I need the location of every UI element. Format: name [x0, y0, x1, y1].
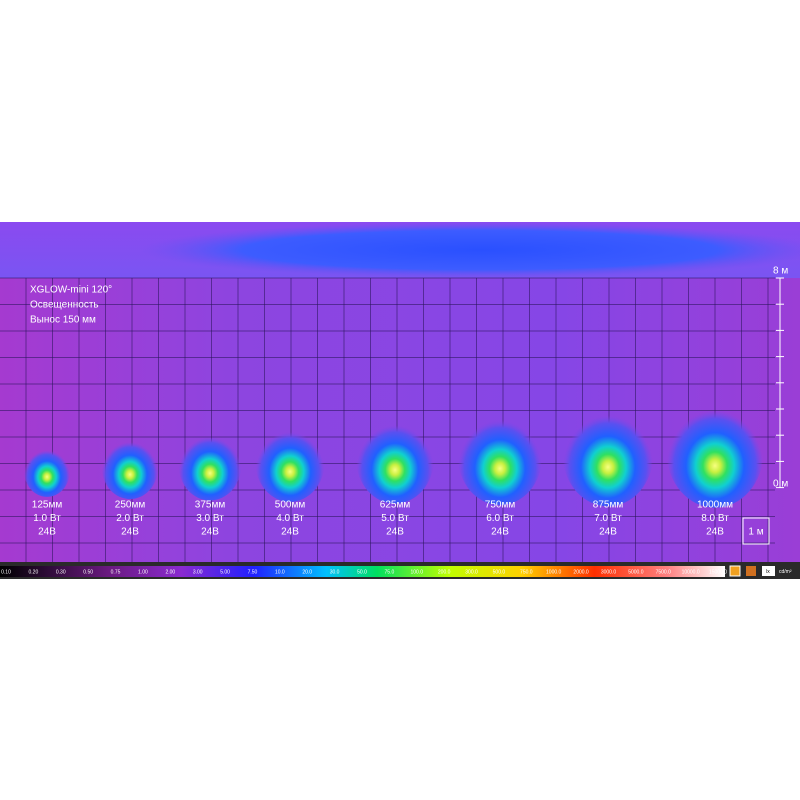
- fixture-voltage: 24В: [599, 527, 617, 538]
- unit-box: [742, 517, 770, 545]
- colorbar-label: 2000.0: [573, 569, 589, 575]
- light-spot: [458, 409, 542, 505]
- colorbar: [0, 566, 725, 577]
- colorbar-label: 1.00: [138, 569, 148, 575]
- fixture-power: 4.0 Вт: [276, 513, 304, 524]
- fixture-spacing: 125мм: [32, 500, 63, 511]
- fixture-voltage: 24В: [491, 527, 509, 538]
- colorbar-label: 0.10: [1, 569, 11, 575]
- colorbar-label: 2.00: [165, 569, 175, 575]
- colorbar-label: 0.20: [29, 569, 39, 575]
- unit-label: lx: [766, 569, 770, 575]
- colorbar-label: 75.0: [385, 569, 395, 575]
- fixture-power: 6.0 Вт: [486, 513, 514, 524]
- light-spot: [23, 444, 71, 497]
- unit-button[interactable]: [762, 566, 775, 576]
- light-spot: [666, 397, 764, 508]
- title-line: Вынос 150 мм: [30, 315, 96, 326]
- unit-label: cd/m²: [779, 569, 792, 575]
- scale-bottom: 0 м: [773, 479, 788, 490]
- fixture-spacing: 250мм: [115, 500, 146, 511]
- colorbar-label: 0.50: [83, 569, 93, 575]
- light-spot: [255, 422, 325, 502]
- light-spot: [562, 403, 654, 507]
- title-line: Освещенность: [30, 300, 99, 311]
- fixture-power: 2.0 Вт: [116, 513, 144, 524]
- color-button[interactable]: [729, 565, 741, 577]
- colorbar-label: 10000.0: [682, 569, 700, 575]
- colorbar-label: 5000.0: [628, 569, 644, 575]
- fixture-voltage: 24В: [201, 527, 219, 538]
- fixture-spacing: 875мм: [593, 500, 624, 511]
- fixture-power: 7.0 Вт: [594, 513, 622, 524]
- colorbar-label: 30.0: [330, 569, 340, 575]
- colorbar-label: 20.0: [302, 569, 312, 575]
- colorbar-label: 10.0: [275, 569, 285, 575]
- scale-top: 8 м: [773, 266, 788, 277]
- colorbar-label: 0.30: [56, 569, 66, 575]
- colorbar-label: 7.50: [248, 569, 258, 575]
- title-line: XGLOW-mini 120°: [30, 285, 112, 296]
- fixture-voltage: 24В: [706, 527, 724, 538]
- fixture-spacing: 625мм: [380, 500, 411, 511]
- colorbar-label: 300.0: [465, 569, 478, 575]
- fixture-spacing: 750мм: [485, 500, 516, 511]
- fixture-spacing: 375мм: [195, 500, 226, 511]
- colorbar-label: 15000.0: [709, 569, 727, 575]
- fixture-spacing: 1000мм: [697, 500, 733, 511]
- fixture-power: 1.0 Вт: [33, 513, 61, 524]
- fixture-power: 8.0 Вт: [701, 513, 729, 524]
- colorbar-label: 3000.0: [601, 569, 617, 575]
- colorbar-label: 500.0: [493, 569, 506, 575]
- fixture-voltage: 24В: [281, 527, 299, 538]
- colorbar-label: 200.0: [438, 569, 451, 575]
- colorbar-label: 7500.0: [656, 569, 672, 575]
- light-spot: [101, 434, 159, 500]
- glows: [23, 397, 764, 508]
- fixture-voltage: 24В: [121, 527, 139, 538]
- fixture-spacing: 500мм: [275, 500, 306, 511]
- colorbar-label: 100.0: [411, 569, 424, 575]
- colorbar-label: 1000.0: [546, 569, 562, 575]
- fixture-power: 3.0 Вт: [196, 513, 224, 524]
- light-spot: [356, 414, 434, 504]
- colorbar-label: 5.00: [220, 569, 230, 575]
- colorbar-label: 750.0: [520, 569, 533, 575]
- colorbar-label: 0.75: [111, 569, 121, 575]
- unit-box-label: 1 м: [748, 527, 763, 538]
- colorbar-label: 50.0: [357, 569, 367, 575]
- fixture-voltage: 24В: [38, 527, 56, 538]
- fixture-voltage: 24В: [386, 527, 404, 538]
- background: [0, 222, 800, 566]
- colorbar-label: 3.00: [193, 569, 203, 575]
- light-spot: [178, 428, 242, 501]
- color-button[interactable]: [746, 566, 756, 576]
- ceiling-glow: [140, 222, 800, 278]
- fixture-power: 5.0 Вт: [381, 513, 409, 524]
